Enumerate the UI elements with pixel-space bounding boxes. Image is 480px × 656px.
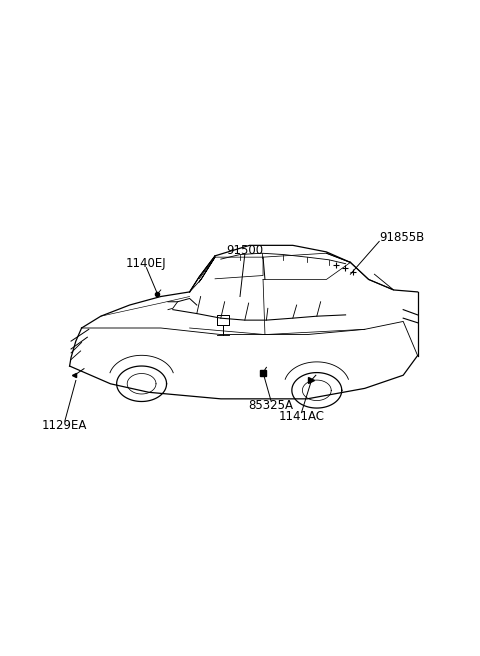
Text: 1129EA: 1129EA <box>42 419 87 432</box>
Text: 85325A: 85325A <box>249 399 294 412</box>
Text: 1141AC: 1141AC <box>278 410 324 423</box>
Text: 91855B: 91855B <box>379 231 424 244</box>
Text: 91500: 91500 <box>226 244 264 257</box>
Text: 1140EJ: 1140EJ <box>126 257 167 270</box>
